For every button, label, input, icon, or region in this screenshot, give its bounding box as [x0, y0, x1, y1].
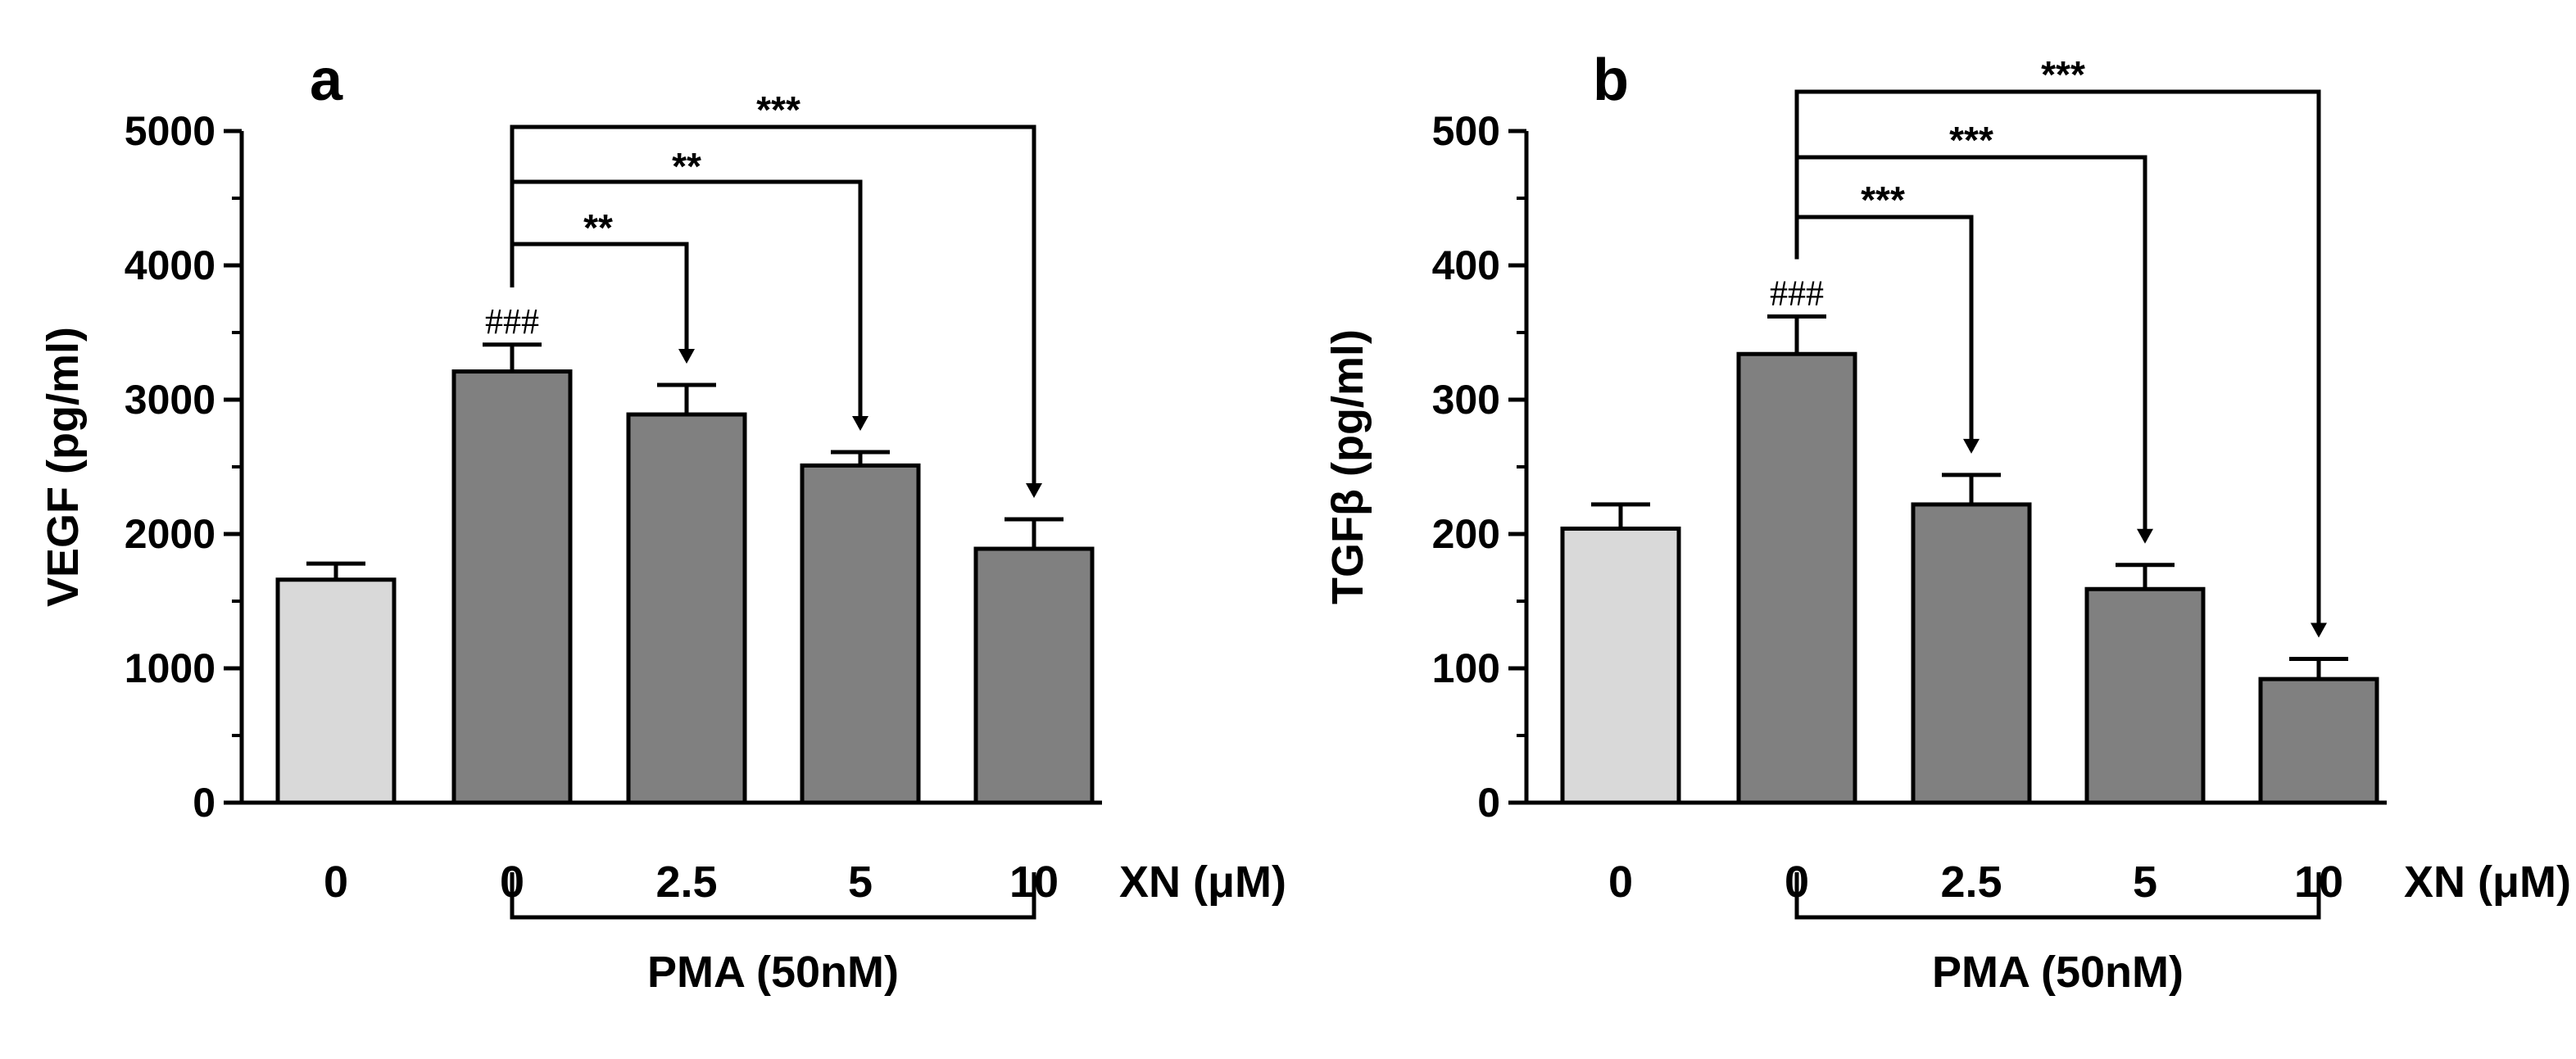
treatment-bracket — [510, 872, 1036, 920]
y-tick-label: 0 — [193, 780, 215, 826]
bracket-arrowhead — [1026, 482, 1042, 498]
x-unit-label: XN (μM) — [2404, 858, 2571, 907]
significance-label: *** — [1949, 119, 1993, 161]
bar — [1736, 351, 1857, 805]
bar — [973, 546, 1095, 805]
bracket-arrowhead — [1963, 438, 1980, 454]
significance-label: ** — [583, 206, 613, 249]
treatment-label: PMA (50nM) — [1932, 948, 2184, 997]
y-tick-label: 100 — [1432, 645, 1500, 691]
bar — [2258, 677, 2379, 805]
treatment-bracket — [1794, 872, 2321, 920]
bracket-arrowhead — [678, 348, 695, 364]
y-tick-label: 300 — [1432, 377, 1500, 423]
y-tick-label: 0 — [1477, 780, 1500, 826]
y-tick-label: 500 — [1432, 108, 1500, 154]
bracket-arrowhead — [2137, 528, 2153, 544]
treatment-label: PMA (50nM) — [647, 948, 899, 997]
bar — [626, 412, 747, 805]
bar — [800, 463, 921, 805]
x-tick-label: 0 — [1608, 858, 1633, 907]
panel-label: b — [1593, 48, 1629, 113]
bar — [451, 369, 573, 805]
bar — [275, 577, 397, 805]
significance-label: *** — [1861, 179, 1905, 221]
bar — [1911, 502, 2032, 805]
panel-label: a — [310, 48, 343, 113]
y-tick-label: 2000 — [125, 511, 215, 557]
y-tick-label: 5000 — [125, 108, 215, 154]
comparison-bracket — [1794, 89, 2321, 635]
x-tick-label: 5 — [848, 858, 873, 907]
bracket-arrowhead — [852, 415, 868, 431]
bar — [2084, 586, 2206, 805]
y-tick-label: 1000 — [125, 645, 215, 691]
y-axis-label: VEGF (pg/ml) — [39, 327, 88, 607]
y-tick-label: 4000 — [125, 242, 215, 288]
significance-label: *** — [2041, 53, 2085, 96]
x-tick-label: 5 — [2133, 858, 2157, 907]
x-unit-label: XN (μM) — [1119, 858, 1286, 907]
significance-label: *** — [756, 88, 800, 131]
control-significance-marker: ### — [485, 301, 539, 342]
bar — [1560, 526, 1681, 805]
comparison-bracket — [510, 124, 1036, 495]
significance-label: ** — [672, 145, 701, 188]
x-tick-label: 0 — [324, 858, 348, 907]
y-tick-label: 400 — [1432, 242, 1500, 288]
y-tick-label: 3000 — [125, 377, 215, 423]
control-significance-marker: ### — [1770, 273, 1824, 313]
bracket-arrowhead — [2311, 622, 2327, 638]
y-axis-label: TGFβ (pg/ml) — [1323, 329, 1372, 604]
x-tick-label: 2.5 — [1940, 858, 2002, 907]
y-tick-label: 200 — [1432, 511, 1500, 557]
x-tick-label: 2.5 — [655, 858, 717, 907]
